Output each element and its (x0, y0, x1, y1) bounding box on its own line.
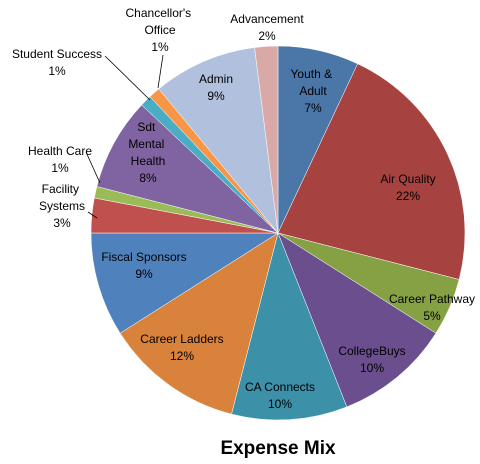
pie-slice (90, 232, 279, 334)
slice-value-label: 2% (258, 29, 276, 43)
slice-label: Youth & Adult (291, 67, 336, 98)
slice-value-label: 9% (207, 89, 225, 103)
slice-label: Chancellor's Office (126, 6, 195, 37)
slice-label: CollegeBuys (338, 344, 405, 358)
slice-label: Sdt Mental Health (128, 120, 167, 168)
pie-slice (158, 47, 279, 234)
slice-label: Student Success (12, 47, 102, 61)
slice-value-label: 1% (48, 64, 66, 78)
pie-slice (96, 104, 279, 234)
slice-value-label: 12% (170, 349, 194, 363)
slice-label: Facility Systems (39, 182, 85, 213)
pie-slice (254, 45, 279, 234)
chart-title: Expense Mix (220, 438, 336, 459)
slice-value-label: 22% (396, 189, 420, 203)
slice-label: Career Ladders (140, 332, 223, 346)
slice-label: Career Pathway (389, 292, 475, 306)
slice-value-label: 1% (151, 40, 169, 54)
pie-slice (119, 232, 279, 415)
slice-label: Fiscal Sponsors (101, 250, 186, 264)
pie-slice (277, 63, 466, 280)
slice-value-label: 5% (423, 309, 441, 323)
pie-slice (277, 232, 437, 408)
leader-line (104, 55, 151, 101)
leader-line (85, 151, 101, 184)
slice-value-label: 9% (135, 267, 153, 281)
slice-value-label: 3% (53, 216, 71, 230)
slice-value-label: 7% (304, 101, 322, 115)
pie-slice (231, 232, 348, 421)
leader-line (157, 54, 164, 89)
slice-value-label: 10% (268, 397, 292, 411)
slice-label: Admin (199, 72, 233, 86)
slice-value-label: 8% (139, 171, 157, 185)
slice-label: CA Connects (245, 380, 315, 394)
slice-value-label: 10% (360, 361, 384, 375)
slice-label: Advancement (230, 12, 304, 26)
slice-label: Air Quality (380, 172, 435, 186)
slice-value-label: 1% (51, 161, 69, 175)
slice-label: Health Care (28, 144, 92, 158)
leader-line (87, 211, 98, 219)
